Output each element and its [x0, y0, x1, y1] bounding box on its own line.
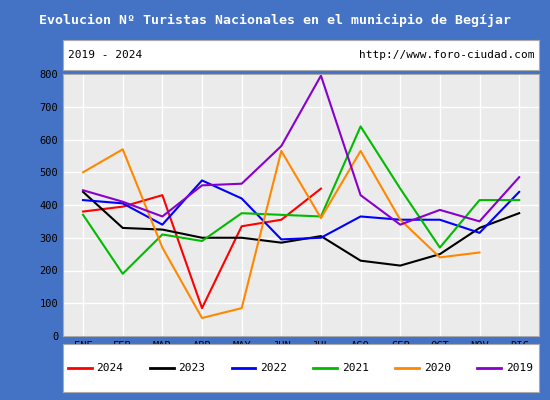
- Text: 2020: 2020: [424, 363, 451, 373]
- Text: Evolucion Nº Turistas Nacionales en el municipio de Begíjar: Evolucion Nº Turistas Nacionales en el m…: [39, 14, 511, 26]
- Text: 2019: 2019: [505, 363, 533, 373]
- Text: 2019 - 2024: 2019 - 2024: [68, 50, 142, 60]
- Text: 2024: 2024: [97, 363, 124, 373]
- Text: 2023: 2023: [178, 363, 205, 373]
- Text: 2021: 2021: [342, 363, 369, 373]
- Text: http://www.foro-ciudad.com: http://www.foro-ciudad.com: [359, 50, 534, 60]
- Text: 2022: 2022: [260, 363, 287, 373]
